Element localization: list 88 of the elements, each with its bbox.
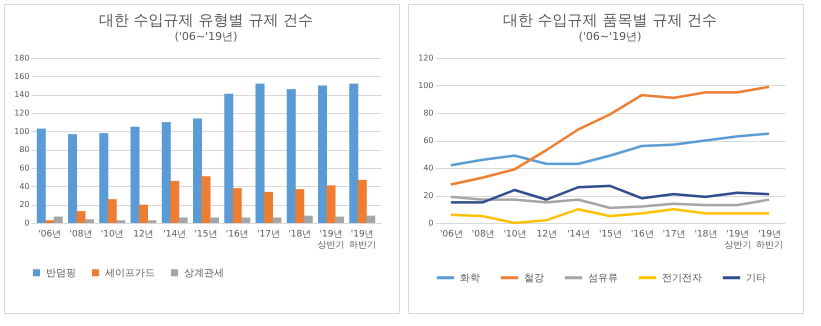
x-tick-label: '15년	[599, 230, 622, 240]
x-tick-label: '18년	[288, 230, 312, 240]
bar	[366, 216, 376, 223]
x-tick-label: 12년	[133, 230, 154, 240]
y-tick-label: 0	[428, 218, 434, 228]
legend-label: 상계관세	[184, 268, 224, 279]
x-tick-label: '17년	[257, 230, 280, 240]
legend-label: 섬유류	[588, 272, 618, 284]
y-tick-label: 40	[423, 164, 434, 172]
bar	[202, 176, 210, 223]
bar	[84, 219, 94, 223]
x-tick-label: '08년	[70, 230, 92, 240]
bar	[68, 134, 78, 223]
bar	[358, 180, 367, 223]
y-tick-label: 0	[24, 218, 30, 228]
y-tick-label: 180	[14, 54, 30, 62]
x-tick-label: '06년	[38, 230, 62, 240]
x-tick-label: '19년 하반기	[348, 230, 376, 250]
bar	[349, 84, 358, 223]
bar	[318, 86, 328, 223]
bar	[241, 218, 250, 223]
bar	[178, 218, 188, 223]
x-tick-label: '19년 상반기	[724, 230, 752, 250]
x-tick-label: '19년 상반기	[318, 230, 344, 250]
chart-subtitle: ('06~'19년)	[174, 30, 238, 43]
line-series	[450, 196, 770, 210]
chart-title: 대한 수입규제 유형별 규제 건수	[98, 11, 314, 29]
bar	[295, 189, 304, 223]
line-series	[450, 86, 770, 186]
bar	[334, 216, 344, 223]
legend-label: 철강	[524, 272, 544, 284]
bar	[272, 218, 282, 223]
y-tick-label: 140	[14, 90, 30, 100]
legend-label: 반덤핑	[46, 268, 76, 279]
bar	[286, 89, 296, 223]
y-tick-label: 60	[19, 164, 30, 172]
x-tick-label: '16년	[630, 230, 654, 240]
y-tick-label: 160	[14, 72, 30, 81]
y-tick-label: 120	[418, 54, 434, 62]
x-tick-label: '10년	[504, 230, 527, 240]
bar	[54, 216, 63, 223]
bar	[162, 122, 171, 223]
legend-label: 화학	[460, 272, 480, 284]
x-tick-label: '18년	[694, 230, 718, 240]
x-tick-label: '14년	[567, 230, 590, 240]
x-tick-label: '08년	[472, 230, 495, 240]
x-tick-label: '14년	[163, 230, 186, 240]
legend-label: 세이프가드	[105, 268, 155, 279]
chart-title: 대한 수입규제 품목별 규제 건수	[502, 11, 718, 29]
x-tick-label: '15년	[194, 230, 218, 240]
bar	[99, 133, 108, 223]
x-tick-label: '16년	[226, 230, 249, 240]
y-tick-label: 60	[423, 136, 434, 145]
y-tick-label: 80	[423, 108, 434, 118]
bar	[139, 204, 148, 223]
bar	[256, 84, 265, 223]
bar	[232, 188, 242, 223]
x-tick-label: '17년	[662, 230, 686, 240]
bar	[210, 218, 219, 223]
bar	[130, 126, 140, 223]
bar	[326, 185, 336, 223]
legend-label: 기타	[746, 272, 766, 284]
line-series	[450, 208, 770, 224]
y-tick-label: 120	[14, 108, 30, 118]
bar	[116, 220, 126, 223]
y-tick-label: 20	[423, 191, 434, 200]
y-tick-label: 100	[418, 81, 434, 90]
line-series	[450, 132, 770, 166]
x-tick-label: '19년 하반기	[756, 230, 784, 250]
bar	[264, 192, 273, 223]
bar	[193, 118, 202, 223]
x-tick-label: '06년	[440, 230, 463, 240]
x-tick-label: 12년	[536, 230, 558, 240]
x-tick-label: '10년	[100, 230, 124, 240]
y-tick-label: 100	[14, 126, 30, 136]
bar	[36, 128, 46, 223]
y-tick-label: 20	[19, 200, 30, 210]
bar	[147, 220, 156, 223]
y-tick-label: 40	[19, 182, 30, 191]
bar	[170, 180, 180, 223]
chart-subtitle: ('06~'19년)	[578, 30, 642, 43]
bar	[224, 94, 234, 223]
bar	[108, 199, 117, 223]
bar	[304, 216, 313, 223]
y-tick-label: 80	[19, 145, 30, 154]
legend-label: 전기전자	[662, 272, 702, 284]
bar	[76, 211, 86, 223]
line-series	[450, 184, 770, 204]
